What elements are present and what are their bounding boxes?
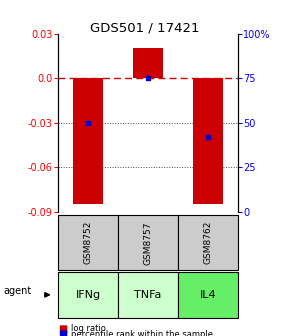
Text: ■: ■ xyxy=(58,324,67,334)
Bar xyxy=(73,78,103,204)
Text: GDS501 / 17421: GDS501 / 17421 xyxy=(90,22,200,35)
Text: GSM8762: GSM8762 xyxy=(203,221,212,264)
Bar xyxy=(193,78,223,204)
Text: GSM8757: GSM8757 xyxy=(143,221,153,264)
Text: percentile rank within the sample: percentile rank within the sample xyxy=(71,330,213,336)
Bar xyxy=(133,48,163,78)
Text: log ratio: log ratio xyxy=(71,324,106,333)
Text: GSM8752: GSM8752 xyxy=(84,221,93,264)
Text: IL4: IL4 xyxy=(200,290,216,300)
Text: TNFa: TNFa xyxy=(134,290,162,300)
Text: IFNg: IFNg xyxy=(75,290,101,300)
Text: agent: agent xyxy=(3,287,31,296)
Text: ■: ■ xyxy=(58,329,67,336)
